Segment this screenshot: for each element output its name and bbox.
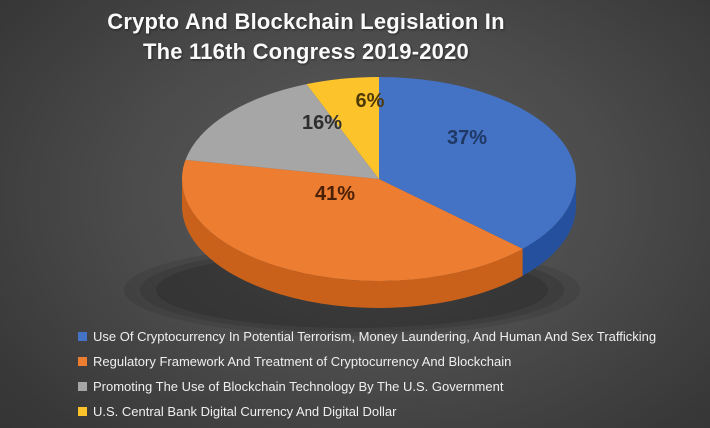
slice-value-label-3: 6% xyxy=(356,90,385,112)
slice-value-label-2: 16% xyxy=(302,112,342,134)
legend-item: U.S. Central Bank Digital Currency And D… xyxy=(78,399,698,424)
pie-slice-2 xyxy=(185,84,379,179)
legend-item-label: Regulatory Framework And Treatment of Cr… xyxy=(93,354,512,369)
pie-slice-0 xyxy=(379,77,576,249)
pie-slice-3 xyxy=(306,77,379,179)
slice-value-label-1: 41% xyxy=(315,183,355,205)
slice-value-label-0: 37% xyxy=(447,127,487,149)
legend-marker-icon xyxy=(78,332,87,341)
pie-side-wall-0 xyxy=(522,179,576,276)
pie-side-wall-1 xyxy=(182,179,523,308)
chart-title-line1: Crypto And Blockchain Legislation In xyxy=(107,9,505,34)
legend-item: Promoting The Use of Blockchain Technolo… xyxy=(78,374,698,399)
legend-item-label: U.S. Central Bank Digital Currency And D… xyxy=(93,404,397,419)
legend-item: Use Of Cryptocurrency In Potential Terro… xyxy=(78,324,698,349)
legend-item-label: Use Of Cryptocurrency In Potential Terro… xyxy=(93,329,657,344)
legend-marker-icon xyxy=(78,407,87,416)
legend-item: Regulatory Framework And Treatment of Cr… xyxy=(78,349,698,374)
chart-title-line2: The 116th Congress 2019-2020 xyxy=(143,39,469,64)
legend: Use Of Cryptocurrency In Potential Terro… xyxy=(78,324,698,424)
legend-marker-icon xyxy=(78,382,87,391)
legend-item-label: Promoting The Use of Blockchain Technolo… xyxy=(93,379,504,394)
legend-marker-icon xyxy=(78,357,87,366)
chart-title: Crypto And Blockchain Legislation In The… xyxy=(0,7,612,67)
pie-slice-1 xyxy=(182,159,523,281)
